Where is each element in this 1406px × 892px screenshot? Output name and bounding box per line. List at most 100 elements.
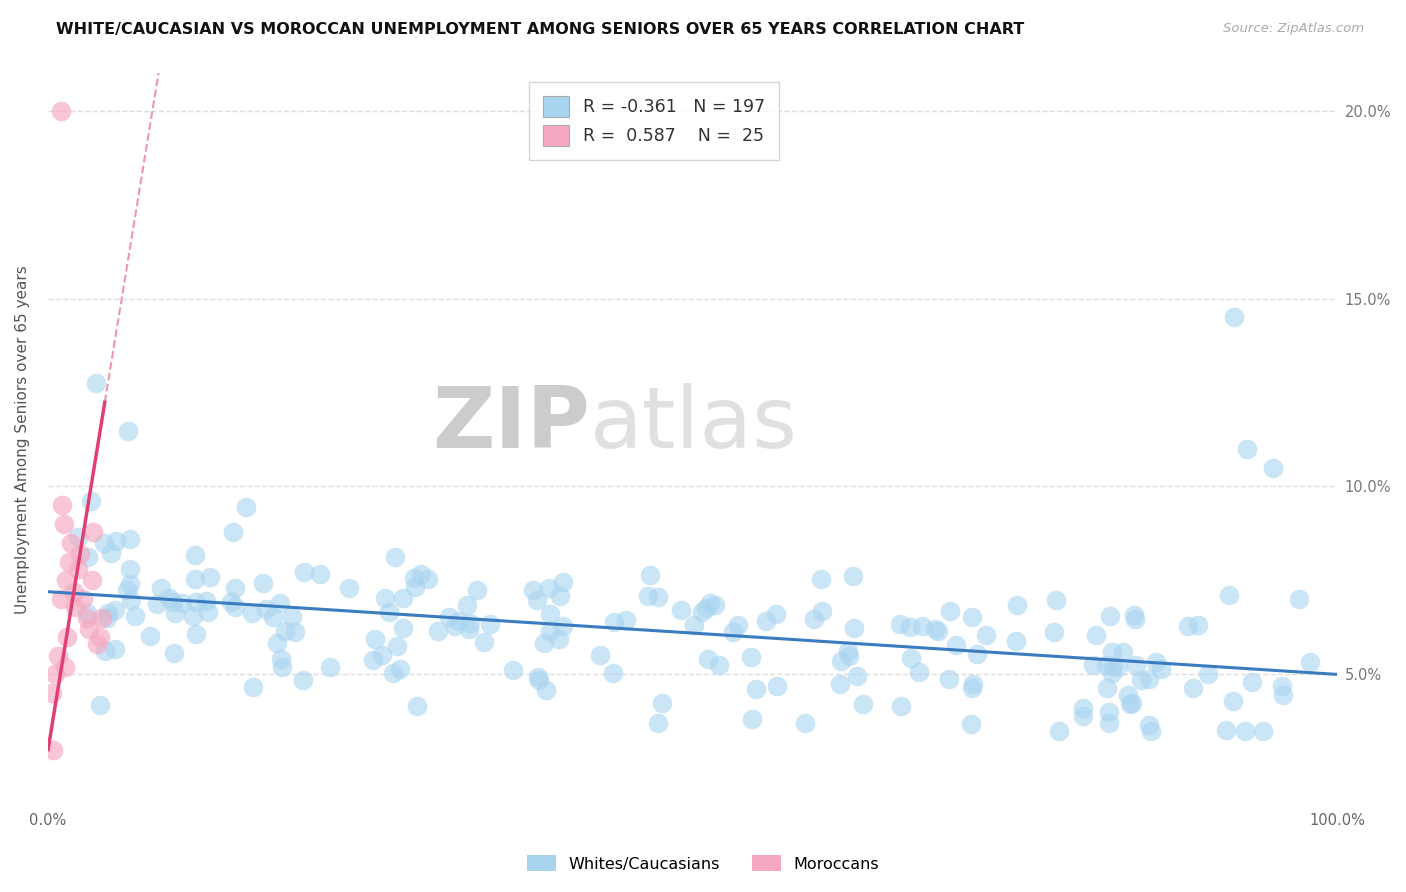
Point bbox=[974, 628, 997, 642]
Point bbox=[93, 643, 115, 657]
Point bbox=[49, 103, 72, 118]
Point bbox=[157, 591, 180, 606]
Point bbox=[966, 647, 988, 661]
Point bbox=[945, 638, 967, 652]
Point bbox=[1123, 612, 1146, 626]
Point bbox=[1272, 688, 1295, 702]
Point bbox=[1098, 609, 1121, 624]
Legend: R = -0.361   N = 197, R =  0.587    N =  25: R = -0.361 N = 197, R = 0.587 N = 25 bbox=[529, 82, 779, 160]
Point bbox=[1139, 723, 1161, 738]
Point bbox=[479, 616, 502, 631]
Point bbox=[960, 716, 983, 731]
Point bbox=[837, 644, 859, 658]
Point bbox=[292, 673, 315, 688]
Point bbox=[1107, 660, 1129, 674]
Point bbox=[1116, 688, 1139, 702]
Point bbox=[224, 599, 246, 614]
Point bbox=[69, 547, 91, 561]
Point bbox=[1181, 681, 1204, 695]
Point bbox=[1139, 717, 1161, 731]
Point bbox=[77, 550, 100, 565]
Point bbox=[1251, 723, 1274, 738]
Point bbox=[1177, 619, 1199, 633]
Point bbox=[80, 574, 103, 588]
Point bbox=[533, 636, 555, 650]
Point bbox=[86, 637, 108, 651]
Point bbox=[602, 666, 624, 681]
Point bbox=[41, 686, 63, 700]
Point bbox=[378, 605, 401, 619]
Point bbox=[1112, 645, 1135, 659]
Point bbox=[138, 629, 160, 643]
Point bbox=[765, 607, 787, 622]
Point bbox=[280, 610, 302, 624]
Point bbox=[1071, 709, 1094, 723]
Point bbox=[162, 594, 184, 608]
Point bbox=[1045, 593, 1067, 607]
Point bbox=[118, 532, 141, 546]
Point bbox=[292, 565, 315, 579]
Point bbox=[163, 606, 186, 620]
Point bbox=[42, 742, 65, 756]
Point bbox=[1101, 665, 1123, 680]
Point bbox=[1121, 697, 1143, 711]
Point bbox=[89, 698, 111, 712]
Point bbox=[1005, 598, 1028, 612]
Point bbox=[163, 646, 186, 660]
Point bbox=[637, 590, 659, 604]
Point bbox=[647, 590, 669, 604]
Point bbox=[548, 589, 571, 603]
Point bbox=[898, 620, 921, 634]
Point bbox=[890, 698, 912, 713]
Point bbox=[842, 569, 865, 583]
Point bbox=[695, 600, 717, 615]
Point bbox=[538, 582, 561, 596]
Point bbox=[1125, 658, 1147, 673]
Point bbox=[437, 610, 460, 624]
Point bbox=[1261, 460, 1284, 475]
Point bbox=[1197, 667, 1219, 681]
Point bbox=[269, 596, 291, 610]
Point bbox=[388, 662, 411, 676]
Point bbox=[385, 639, 408, 653]
Point bbox=[1144, 655, 1167, 669]
Point bbox=[472, 635, 495, 649]
Point bbox=[1047, 723, 1070, 738]
Point bbox=[67, 531, 90, 545]
Point bbox=[1130, 673, 1153, 687]
Point bbox=[194, 594, 217, 608]
Point bbox=[1085, 628, 1108, 642]
Point bbox=[793, 716, 815, 731]
Point bbox=[266, 636, 288, 650]
Point bbox=[184, 549, 207, 563]
Point bbox=[104, 641, 127, 656]
Point bbox=[852, 698, 875, 712]
Point bbox=[744, 682, 766, 697]
Point bbox=[172, 595, 194, 609]
Text: WHITE/CAUCASIAN VS MOROCCAN UNEMPLOYMENT AMONG SENIORS OVER 65 YEARS CORRELATION: WHITE/CAUCASIAN VS MOROCCAN UNEMPLOYMENT… bbox=[56, 22, 1025, 37]
Point bbox=[1298, 655, 1320, 669]
Point bbox=[727, 618, 749, 632]
Point bbox=[1095, 658, 1118, 673]
Point bbox=[1081, 657, 1104, 672]
Legend: Whites/Caucasians, Moroccans: Whites/Caucasians, Moroccans bbox=[519, 847, 887, 880]
Point bbox=[1223, 310, 1246, 325]
Point bbox=[938, 604, 960, 618]
Point bbox=[55, 574, 77, 588]
Point bbox=[76, 611, 98, 625]
Point bbox=[84, 376, 107, 391]
Point bbox=[538, 624, 561, 638]
Point bbox=[402, 571, 425, 585]
Point bbox=[538, 607, 561, 622]
Point bbox=[60, 536, 83, 550]
Point bbox=[1005, 634, 1028, 648]
Point bbox=[696, 652, 718, 666]
Point bbox=[1098, 715, 1121, 730]
Point bbox=[534, 682, 557, 697]
Point bbox=[1222, 694, 1244, 708]
Point bbox=[908, 665, 931, 679]
Point bbox=[271, 660, 294, 674]
Point bbox=[553, 619, 575, 633]
Point bbox=[262, 610, 284, 624]
Point bbox=[91, 611, 114, 625]
